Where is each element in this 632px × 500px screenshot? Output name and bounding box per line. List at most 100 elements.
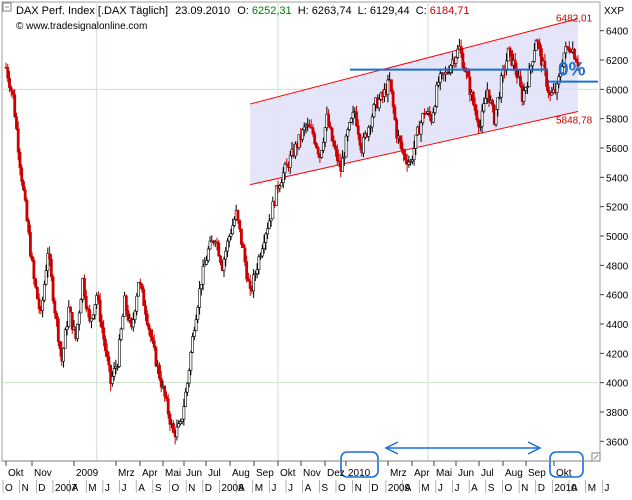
candle-body <box>145 313 149 326</box>
x-tick-label-period: A <box>471 483 478 494</box>
candle-body <box>25 199 29 222</box>
candle-body <box>461 52 465 68</box>
candle-body <box>42 284 46 301</box>
x-tick-label-month: Aug <box>505 468 523 479</box>
candle-body <box>545 69 549 88</box>
candle-body <box>266 228 269 235</box>
candle-body <box>67 306 71 328</box>
candle-body <box>576 61 580 67</box>
x-tick-label-month: Okt <box>8 468 24 479</box>
channel-fill <box>250 18 578 185</box>
candle-body <box>341 157 344 172</box>
candle-body <box>311 127 315 135</box>
candle-body <box>505 60 508 71</box>
x-tick-label-period: N <box>22 483 29 494</box>
candle-body <box>247 278 250 282</box>
candle-body <box>522 90 526 102</box>
candle-body <box>550 92 554 96</box>
candle-body <box>53 300 57 314</box>
candle-body <box>205 260 208 265</box>
candle-body <box>84 295 88 309</box>
candle-body <box>117 339 121 367</box>
channel-upper-line[interactable] <box>250 18 579 105</box>
candle-body <box>121 316 125 330</box>
candle-body <box>206 248 210 261</box>
candle-body <box>410 159 414 162</box>
x-tick-label-period: O <box>171 483 179 494</box>
candle-body <box>233 219 236 226</box>
y-tick-label: 3600 <box>606 437 629 448</box>
candle-body <box>41 299 45 311</box>
candle-body <box>419 122 423 135</box>
x-tick-label-period: N <box>188 483 195 494</box>
candle-body <box>55 312 58 320</box>
candle-body <box>56 318 60 342</box>
x-tick-label-month: Mrz <box>390 468 407 479</box>
candle-body <box>91 314 95 319</box>
y-tick-label: 4400 <box>606 320 629 331</box>
y-tick-label: 4000 <box>606 379 629 390</box>
candle-body <box>297 134 301 148</box>
candle-body <box>555 83 559 94</box>
candle-body <box>119 328 123 340</box>
candle-body <box>534 40 538 51</box>
chart-menu-icon[interactable] <box>2 2 12 12</box>
candle-body <box>320 150 324 158</box>
candle-body <box>524 87 528 91</box>
x-tick-label-month: 2010 <box>348 468 371 479</box>
candle-body <box>163 385 167 397</box>
x-tick-label-month: Mai <box>436 468 452 479</box>
candle-body <box>37 298 41 309</box>
candle-body <box>147 324 151 331</box>
candle-body <box>44 270 48 285</box>
x-tick-label-month: Jun <box>186 468 202 479</box>
candle-body <box>110 376 114 384</box>
candle-body <box>327 113 331 127</box>
candle-body <box>93 304 97 316</box>
resize-handle-mark <box>593 454 599 460</box>
candle-body <box>424 113 428 115</box>
x-tick-label-period: N <box>521 483 528 494</box>
candle-body <box>229 233 233 237</box>
candle-body <box>259 255 263 258</box>
candle-body <box>16 128 20 153</box>
candle-body <box>342 156 346 159</box>
candle-body <box>390 79 393 92</box>
candle-body <box>35 286 39 300</box>
candle-body <box>196 307 200 320</box>
candle-body <box>15 116 18 130</box>
candle-body <box>356 125 360 135</box>
candle-body <box>49 258 53 278</box>
candle-body <box>184 391 188 407</box>
high-value: 6263,74 <box>312 5 352 17</box>
x-tick-label-period: 2007 <box>55 483 78 494</box>
annotations-layer: 0% <box>340 60 598 478</box>
candle-body <box>288 155 292 168</box>
x-tick-label-period: N <box>355 483 362 494</box>
y-tick-label: 5800 <box>606 115 629 126</box>
candle-body <box>100 321 104 328</box>
candle-body <box>159 377 163 388</box>
candle-body <box>70 312 74 330</box>
candle-body <box>144 305 147 315</box>
candle-body <box>27 220 31 233</box>
candle-body <box>30 255 34 261</box>
y-tick-label: 6400 <box>606 27 629 38</box>
candle-body <box>77 312 81 325</box>
candle-body <box>168 413 172 425</box>
candle-body <box>564 46 568 54</box>
candle-body <box>215 241 219 244</box>
candle-body <box>428 111 432 117</box>
candle-body <box>243 247 247 263</box>
range-arrow-left-head <box>384 441 399 455</box>
candle-body <box>88 309 92 322</box>
candle-body <box>191 336 194 353</box>
candle-body <box>112 368 116 377</box>
candle-body <box>519 76 522 87</box>
x-tick-label-period: D <box>205 483 212 494</box>
candle-body <box>178 421 182 424</box>
candle-body <box>198 288 201 308</box>
candle-body <box>34 278 38 288</box>
